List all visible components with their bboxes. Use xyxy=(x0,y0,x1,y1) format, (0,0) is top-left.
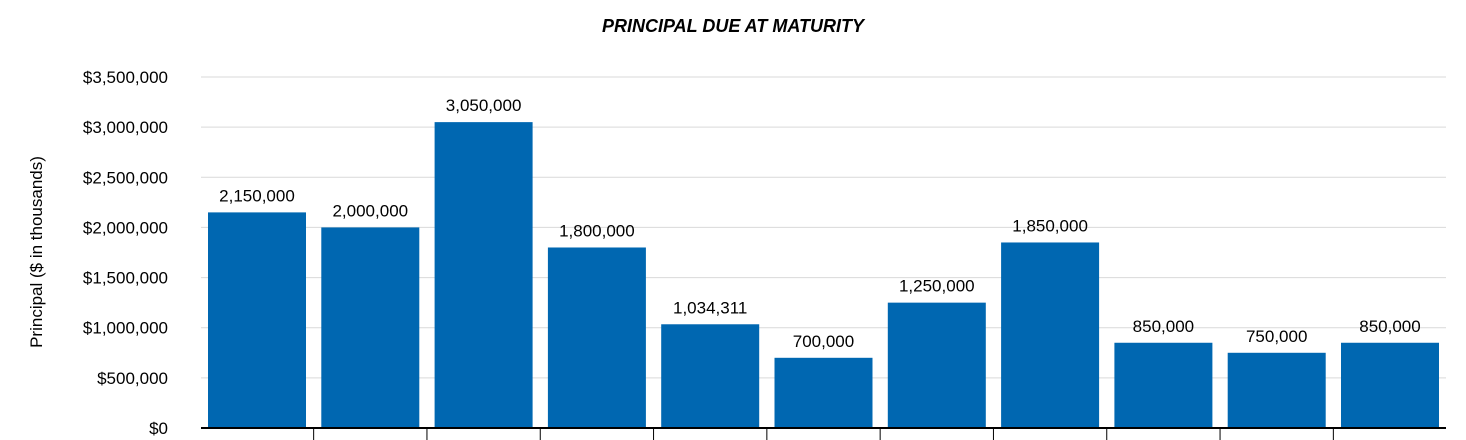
bar xyxy=(321,227,420,428)
data-labels: 2,150,000 2,000,000 3,050,000 1,800,000 1,03… xyxy=(219,96,1421,351)
data-label: 2,000,000 xyxy=(332,201,408,220)
bars xyxy=(208,122,1439,428)
data-label: 2,150,000 xyxy=(219,186,295,205)
bar xyxy=(1114,342,1213,428)
y-tick-label: $1,000,000 xyxy=(83,319,168,338)
y-axis-label: Principal ($ in thousands) xyxy=(27,156,46,348)
y-tick-label: $2,500,000 xyxy=(83,168,168,187)
data-label: 850,000 xyxy=(1359,317,1420,336)
bar xyxy=(547,247,646,428)
data-label: 1,850,000 xyxy=(1012,216,1088,235)
bar xyxy=(434,122,533,428)
y-tick-label: $1,500,000 xyxy=(83,269,168,288)
y-tick-label: $3,000,000 xyxy=(83,118,168,137)
bar xyxy=(1227,352,1326,428)
data-label: 1,250,000 xyxy=(899,277,975,296)
bar xyxy=(1341,342,1439,428)
data-label: 750,000 xyxy=(1246,327,1307,346)
y-tick-label: $2,000,000 xyxy=(83,218,168,237)
bar xyxy=(774,357,873,428)
y-tick-label: $0 xyxy=(149,419,168,438)
y-tick-label: $500,000 xyxy=(97,369,168,388)
chart-title: PRINCIPAL DUE AT MATURITY xyxy=(602,16,864,36)
data-label: 850,000 xyxy=(1133,317,1194,336)
data-label: 700,000 xyxy=(793,332,854,351)
data-label: 3,050,000 xyxy=(446,96,522,115)
data-label: 1,800,000 xyxy=(559,221,635,240)
y-axis-tick-labels: $0 $500,000 $1,000,000 $1,500,000 $2,000,000… xyxy=(83,68,168,438)
x-axis xyxy=(201,427,1446,440)
y-tick-label: $3,500,000 xyxy=(83,68,168,87)
bar xyxy=(887,302,986,428)
bar xyxy=(1001,242,1100,428)
bar xyxy=(661,324,760,428)
bar xyxy=(208,212,306,428)
data-label: 1,034,311 xyxy=(673,298,747,317)
